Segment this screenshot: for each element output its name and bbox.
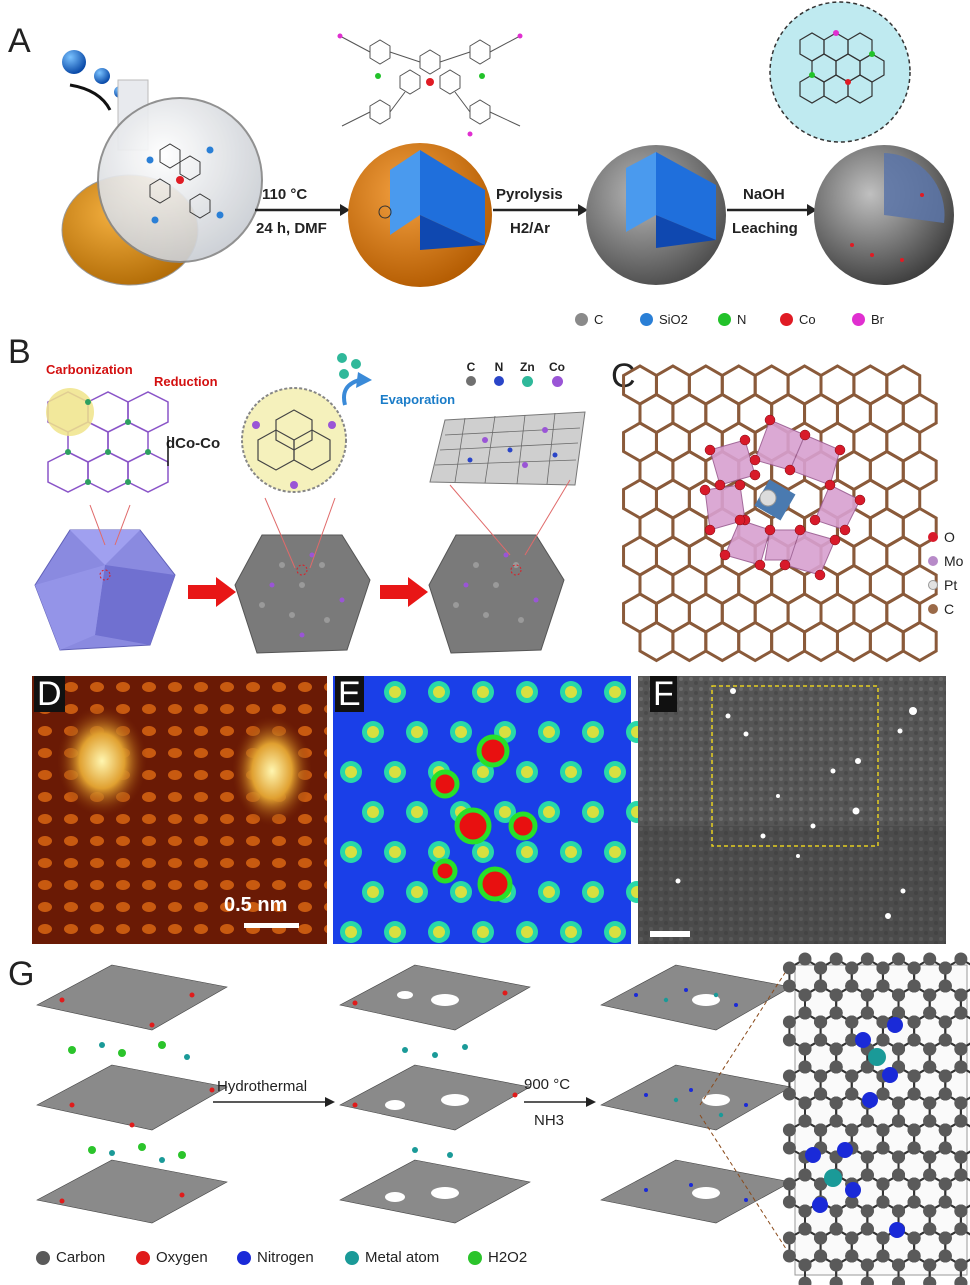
legend-dot-icon xyxy=(237,1250,251,1265)
panel-b-legend-co: Co xyxy=(549,360,565,387)
panel-a-arrow-3-bottom: Leaching xyxy=(732,220,798,237)
panel-g-arrow-2-bottom: NH3 xyxy=(534,1112,565,1129)
panel-b-zoom-lines-1 xyxy=(89,504,131,546)
panel-b-cage-structure xyxy=(241,387,347,493)
legend-dot-icon xyxy=(345,1250,359,1265)
panel-g-letter: G xyxy=(8,955,35,993)
panel-g-atomic-zoom xyxy=(782,952,970,1285)
panel-g-legend-oxygen: Oxygen xyxy=(136,1249,208,1266)
legend-dot-icon xyxy=(521,376,533,387)
panel-f-letter: F xyxy=(650,676,677,712)
panel-b-carbonization: Carbonization xyxy=(46,362,133,377)
panel-d-scale-bar-label: 0.5 nm xyxy=(224,894,288,916)
panel-b-graphene-sheet xyxy=(429,411,586,486)
legend-dot-icon xyxy=(494,376,504,386)
panel-a-orange-sphere xyxy=(348,143,492,287)
panel-b-red-arrow-1 xyxy=(188,577,236,607)
panel-g-sheets-stage-3 xyxy=(600,964,792,1224)
panel-g-arrow-2-top: 900 °C xyxy=(524,1076,571,1093)
panel-a-legend-co: Co xyxy=(780,312,816,327)
legend-dot-icon xyxy=(928,532,938,542)
panel-e-letter: E xyxy=(335,676,364,712)
panel-d-letter: D xyxy=(34,676,65,712)
panel-a-hollow-sphere xyxy=(814,145,954,285)
panel-c-polyoxometalate-structure xyxy=(622,364,938,663)
panel-g-legend-nitrogen: Nitrogen xyxy=(237,1249,314,1266)
panel-a-arrow-3 xyxy=(727,204,817,216)
panel-e-charge-density-map xyxy=(333,676,648,944)
panel-f-haadf-image xyxy=(638,676,946,944)
legend-dot-icon xyxy=(852,313,865,326)
panel-g-arrow-2 xyxy=(524,1097,596,1107)
panel-a-flask-illustration xyxy=(61,50,263,286)
panel-b-legend-c: C xyxy=(466,360,476,386)
legend-dot-icon xyxy=(36,1250,50,1265)
panel-b-evaporation-arrow xyxy=(337,353,372,406)
panel-g-sheets-stage-1 xyxy=(36,964,228,1224)
panel-b-framework-lattice xyxy=(46,388,169,493)
panel-b-final-particle xyxy=(428,534,565,654)
panel-g-legend-h2o2: H2O2 xyxy=(468,1249,527,1266)
panel-a-zoom-lattice xyxy=(769,1,911,143)
panel-a-legend-c: C xyxy=(575,312,603,327)
panel-g-zoom-lines xyxy=(699,964,791,1256)
panel-a-arrow-2 xyxy=(493,204,588,216)
panel-a-arrow-2-bottom: H2/Ar xyxy=(510,220,551,237)
panel-c-legend-mo: Mo xyxy=(928,553,963,569)
panel-b-zoom-lines-2 xyxy=(264,497,336,569)
panel-b-zoom-lines-3 xyxy=(449,479,571,556)
panel-g-arrow-1 xyxy=(213,1097,335,1107)
panel-c-legend-c: C xyxy=(928,601,954,617)
panel-a-letter: A xyxy=(8,22,31,60)
legend-dot-icon xyxy=(640,313,653,326)
panel-b-dodecahedron xyxy=(34,529,176,651)
panel-g-legend-metal-atom: Metal atom xyxy=(345,1249,439,1266)
panel-a-arrow-1-bottom: 24 h, DMF xyxy=(256,220,327,237)
legend-dot-icon xyxy=(718,313,731,326)
legend-dot-icon xyxy=(780,313,793,326)
panel-c-legend-pt: Pt xyxy=(928,577,957,593)
panel-c-legend-o: O xyxy=(928,529,955,545)
panel-a-arrow-2-top: Pyrolysis xyxy=(496,186,563,203)
panel-b-reduction: Reduction xyxy=(154,374,218,389)
legend-dot-icon xyxy=(466,376,476,386)
panel-g-arrow-1-label: Hydrothermal xyxy=(217,1078,308,1095)
panel-a-legend-br: Br xyxy=(852,312,884,327)
panel-b-evaporation: Evaporation xyxy=(380,392,456,407)
panel-a-legend-sio2: SiO2 xyxy=(640,312,688,327)
panel-b-legend-n: N xyxy=(494,360,504,386)
panel-b-legend-zn: Zn xyxy=(520,360,535,387)
panel-a-porphyrin-molecule xyxy=(337,33,523,137)
panel-b-letter: B xyxy=(8,333,31,371)
panel-g-legend-carbon: Carbon xyxy=(36,1249,105,1266)
legend-dot-icon xyxy=(575,313,588,326)
panel-a-legend-n: N xyxy=(718,312,746,327)
panel-b-dcoco: dCo-Co xyxy=(166,435,221,452)
legend-dot-icon xyxy=(928,580,938,590)
panel-d-stm-image xyxy=(32,676,327,944)
panel-a-arrow-1 xyxy=(255,204,350,216)
panel-b-red-arrow-2 xyxy=(380,577,428,607)
legend-dot-icon xyxy=(928,556,938,566)
legend-dot-icon xyxy=(551,376,563,387)
panel-b-cage-particle xyxy=(234,534,371,654)
legend-dot-icon xyxy=(928,604,938,614)
panel-a-arrow-3-top: NaOH xyxy=(743,186,785,203)
legend-dot-icon xyxy=(136,1250,150,1265)
panel-a-arrow-1-top: 110 °C xyxy=(262,186,308,203)
panel-g-sheets-stage-2 xyxy=(339,964,531,1224)
panel-a-gray-sphere xyxy=(586,145,726,285)
legend-dot-icon xyxy=(468,1250,482,1265)
